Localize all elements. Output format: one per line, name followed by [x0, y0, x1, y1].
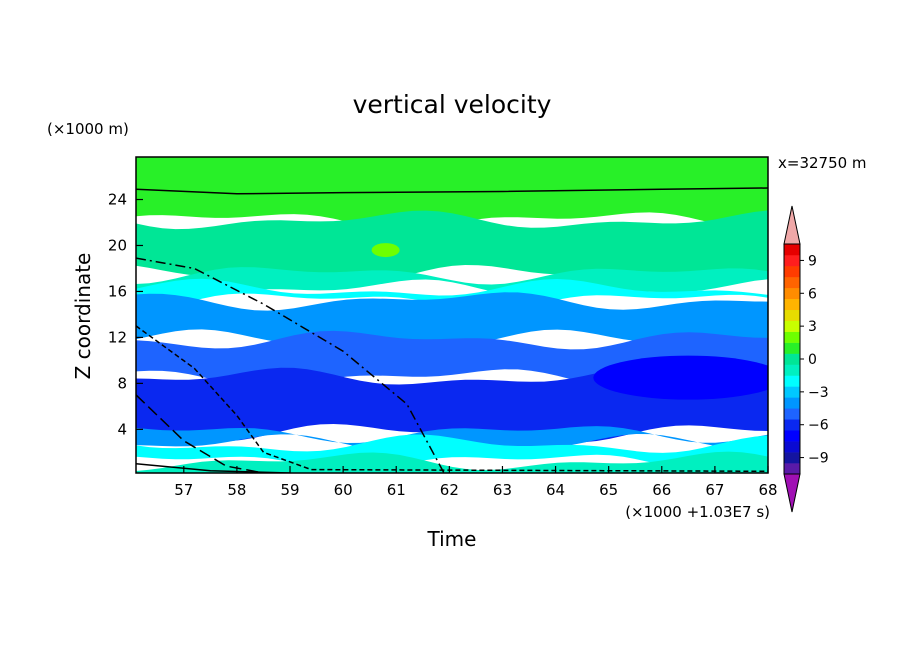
- colorbar-level-0: [784, 463, 800, 475]
- colorbar-label--3: −3: [808, 385, 829, 401]
- colorbar-level-13: [784, 320, 800, 332]
- contour-band-top-green: [136, 157, 768, 231]
- colorbar-label-6: 6: [808, 286, 817, 302]
- contour-line-solid-upper: [136, 187, 768, 195]
- y-tick-label-8: 8: [117, 374, 127, 392]
- colorbar: 9 6 3 0 −3 −6 −9: [783, 205, 829, 513]
- colorbar-level-3: [784, 430, 800, 442]
- contour-fill: [136, 157, 768, 473]
- colorbar-level-6: [784, 397, 800, 409]
- y-tick-label-24: 24: [108, 191, 127, 209]
- contour-line-dash-dot: [136, 257, 445, 473]
- x-tick-label-61: 61: [387, 481, 406, 499]
- colorbar-level-14: [784, 309, 800, 321]
- contour-band-cyan: [136, 278, 768, 311]
- contour-band-sky-blue: [136, 292, 768, 346]
- plot-frame: [135, 156, 769, 474]
- y-tick-label-4: 4: [117, 420, 127, 438]
- y-tick-label-20: 20: [108, 236, 127, 254]
- colorbar-level-8: [784, 375, 800, 387]
- colorbar-label-0: 0: [808, 352, 817, 368]
- x-tick-label-64: 64: [546, 481, 565, 499]
- x-tick-label-63: 63: [493, 481, 512, 499]
- colorbar-level-19: [784, 254, 800, 267]
- colorbar-level-11: [784, 342, 800, 354]
- contour-lines: [136, 187, 768, 473]
- x-tick-label-59: 59: [280, 481, 299, 499]
- colorbar-level-1: [784, 452, 800, 464]
- x-tick-label-65: 65: [599, 481, 618, 499]
- x-axis: 57 58 59 60 61 62 63 64 65 66 67 68: [174, 466, 778, 499]
- colorbar-label-9: 9: [808, 253, 817, 269]
- x-tick-label-62: 62: [440, 481, 459, 499]
- x-tick-label-68: 68: [758, 481, 777, 499]
- y-axis-units: (×1000 m): [47, 120, 129, 138]
- colorbar-high-arrow: [783, 205, 801, 245]
- x-axis-label: Time: [427, 527, 477, 551]
- y-tick-label-16: 16: [108, 282, 127, 300]
- x-tick-label-67: 67: [705, 481, 724, 499]
- colorbar-level-12: [784, 331, 800, 343]
- colorbar-level-5: [784, 408, 800, 420]
- x-tick-label-60: 60: [334, 481, 353, 499]
- colorbar-level-7: [784, 386, 800, 398]
- colorbar-level-10: [784, 353, 800, 365]
- contour-band-light-green: [136, 210, 768, 284]
- x-axis-units: (×1000 +1.03E7 s): [625, 503, 770, 521]
- slice-annotation: x=32750 m: [778, 154, 867, 172]
- colorbar-level-2: [784, 441, 800, 453]
- colorbar-level-20: [784, 244, 800, 256]
- colorbar-level-18: [784, 265, 800, 278]
- y-axis-label: Z coordinate: [71, 253, 95, 380]
- contour-line-dashed: [136, 325, 768, 473]
- y-tick-label-12: 12: [108, 328, 127, 346]
- colorbar-level-15: [784, 298, 800, 311]
- colorbar-level-4: [784, 419, 800, 431]
- colorbar-label--9: −9: [808, 451, 829, 467]
- contour-min-patch: [593, 355, 768, 400]
- colorbar-label-3: 3: [808, 319, 817, 335]
- colorbar-level-9: [784, 364, 800, 376]
- colorbar-level-17: [784, 276, 800, 289]
- x-tick-label-58: 58: [227, 481, 246, 499]
- colorbar-level-16: [784, 287, 800, 300]
- contour-line-long-dash: [136, 394, 264, 473]
- colorbar-label--6: −6: [808, 418, 829, 434]
- y-axis: 4 8 12 16 20 24: [108, 191, 143, 438]
- chart-title: vertical velocity: [353, 90, 552, 119]
- contour-band-bottom-teal: [136, 451, 768, 473]
- contour-line-solid-lower: [136, 463, 291, 473]
- contour-max-patch: [371, 243, 400, 258]
- x-tick-label-57: 57: [174, 481, 193, 499]
- x-tick-label-66: 66: [652, 481, 671, 499]
- colorbar-low-arrow: [783, 473, 801, 513]
